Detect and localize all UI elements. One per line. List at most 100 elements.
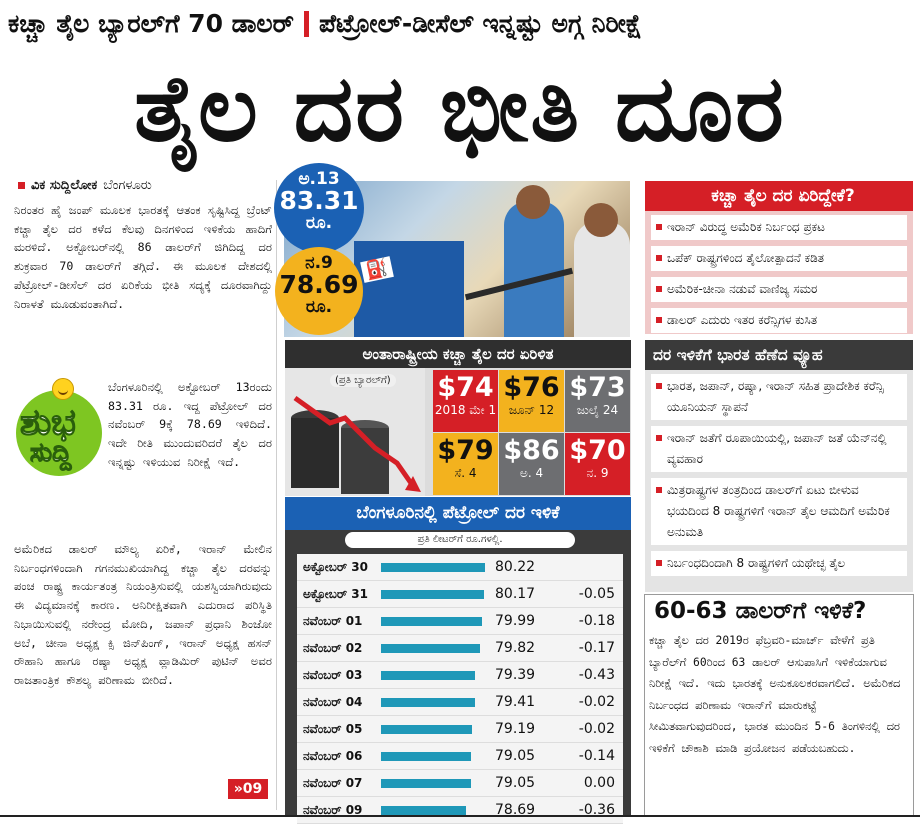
pump-body bbox=[354, 241, 464, 337]
smiley-icon bbox=[52, 378, 74, 400]
crude-tile-may: $74 2018 ಮೇ 1 bbox=[433, 370, 498, 432]
petrol-row-price: 78.69 bbox=[495, 802, 536, 818]
petrol-row-bar bbox=[381, 778, 471, 788]
petrol-row-date: ನವೆಂಬರ್ 06 bbox=[303, 748, 363, 763]
why-rise-item: ಒಪೆಕ್ ರಾಷ್ಟ್ರಗಳಿಂದ ತೈಲೋತ್ಪಾದನೆ ಕಡಿತ bbox=[651, 246, 907, 271]
crude-panel-title: ಅಂತಾರಾಷ್ಟ್ರೀಯ ಕಚ್ಚಾ ತೈಲ ದರ ಏರಿಳಿತ bbox=[285, 340, 631, 368]
petrol-row-change: -0.17 bbox=[578, 640, 615, 656]
petrol-row-change: 0.00 bbox=[583, 775, 615, 791]
oil-barrels-graphic bbox=[285, 368, 425, 496]
crude-tile-oct: $86 ಅ. 4 bbox=[499, 433, 564, 495]
crude-tile-value: $74 bbox=[437, 372, 494, 403]
column-divider bbox=[276, 180, 277, 810]
crude-tile-date: 2018 ಮೇ 1 bbox=[434, 403, 497, 417]
good-news-logo: ಶುಭ ಸುದ್ದಿ bbox=[14, 378, 106, 484]
crude-tile-value: $70 bbox=[569, 435, 626, 466]
petrol-row-change: -0.02 bbox=[578, 694, 615, 710]
why-rise-item: ಇರಾನ್ ವಿರುದ್ಧ ಅಮೆರಿಕ ನಿರ್ಬಂಧ ಪ್ರಕಟ bbox=[651, 215, 907, 240]
petrol-row-date: ನವೆಂಬರ್ 02 bbox=[303, 640, 363, 655]
crude-tile-date: ಜೂನ್ 12 bbox=[508, 403, 555, 417]
price-circle-date: ನ.9 bbox=[305, 253, 333, 273]
strategy-item: ನಿರ್ಬಂಧದಿಂದಾಗಿ 8 ರಾಷ್ಟ್ರಗಳಿಗೆ ಯಥೇಚ್ಛ ತೈಲ bbox=[651, 551, 907, 576]
byline-source: ವಿಕ ಸುದ್ದಿಲೋಕ bbox=[31, 178, 98, 193]
petrol-row-price: 79.19 bbox=[495, 721, 536, 737]
good-news-circle bbox=[16, 390, 102, 476]
petrol-row-date: ನವೆಂಬರ್ 09 bbox=[303, 802, 363, 817]
outlook-title: 60-63 ಡಾಲರ್‌ಗೆ ಇಳಿಕೆ? bbox=[654, 598, 867, 624]
petrol-row-change: -0.02 bbox=[578, 721, 615, 737]
article-para-1: ನಿರಂತರ ಹೈ ಜಂಪ್ ಮೂಲಕ ಭಾರತಕ್ಕೆ ಆತಂಕ ಸೃಷ್ಟಿ… bbox=[14, 203, 272, 311]
petrol-table-row: ನವೆಂಬರ್ 07 79.05 0.00 bbox=[297, 770, 623, 797]
kicker: ಕಚ್ಚಾ ತೈಲ ಬ್ಯಾರಲ್‌ಗೆ 70 ಡಾಲರ್ ಪೆಟ್ರೋಲ್-ಡ… bbox=[8, 4, 912, 44]
article-para-2: ಅಮೆರಿಕದ ಡಾಲರ್ ಮೌಲ್ಯ ಏರಿಕೆ, ಇರಾನ್ ಮೇಲಿನ ನ… bbox=[14, 542, 272, 687]
petrol-row-change: -0.18 bbox=[578, 613, 615, 629]
petrol-table-row: ಅಕ್ಟೋಬರ್ 30 80.22 bbox=[297, 554, 623, 581]
price-circle-date: ಅ.13 bbox=[298, 169, 340, 189]
petrol-table-row: ನವೆಂಬರ್ 05 79.19 -0.02 bbox=[297, 716, 623, 743]
petrol-table-row: ನವೆಂಬರ್ 02 79.82 -0.17 bbox=[297, 635, 623, 662]
customer-figure bbox=[574, 221, 630, 337]
crude-tile-date: ಸೆ. 4 bbox=[454, 466, 477, 480]
crude-panel: $74 2018 ಮೇ 1 $76 ಜೂನ್ 12 $73 ಜುಲೈ 24 $7… bbox=[285, 368, 631, 496]
crude-tile-june: $76 ಜೂನ್ 12 bbox=[499, 370, 564, 432]
petrol-row-bar-track bbox=[381, 778, 485, 788]
petrol-row-bar bbox=[381, 751, 471, 761]
petrol-row-change: -0.14 bbox=[578, 748, 615, 764]
strategy-item: ಭಾರತ, ಜಪಾನ್, ರಷ್ಯಾ, ಇರಾನ್ ಸಹಿತ ಪ್ರಾದೇಶಿಕ… bbox=[651, 374, 907, 420]
petrol-row-bar bbox=[381, 616, 483, 626]
petrol-row-date: ನವೆಂಬರ್ 03 bbox=[303, 667, 363, 682]
byline: ವಿಕ ಸುದ್ದಿಲೋಕ ಬೆಂಗಳೂರು bbox=[18, 178, 152, 193]
headline: ತೈಲ ದರ ಭೀತಿ ದೂರ bbox=[134, 55, 786, 162]
continued-link[interactable]: »09 bbox=[228, 779, 268, 799]
attendant-head bbox=[516, 185, 550, 219]
petrol-row-date: ನವೆಂಬರ್ 05 bbox=[303, 721, 363, 736]
why-rise-item: ಡಾಲರ್ ಎದುರು ಇತರ ಕರೆನ್ಸಿಗಳ ಕುಸಿತ bbox=[651, 308, 907, 333]
why-rise-title: ಕಚ್ಚಾ ತೈಲ ದರ ಏರಿದ್ದೇಕೆ? bbox=[645, 181, 913, 211]
petrol-row-bar bbox=[381, 670, 475, 680]
strategy-list: ಭಾರತ, ಜಪಾನ್, ರಷ್ಯಾ, ಇರಾನ್ ಸಹಿತ ಪ್ರಾದೇಶಿಕ… bbox=[645, 370, 913, 592]
petrol-row-date: ನವೆಂಬರ್ 07 bbox=[303, 775, 363, 790]
petrol-row-bar bbox=[381, 697, 476, 707]
good-news-word-2: ಸುದ್ದಿ bbox=[29, 438, 72, 469]
petrol-row-bar-track bbox=[381, 589, 485, 599]
good-news-word-1: ಶುಭ bbox=[20, 402, 77, 444]
crude-tile-value: $86 bbox=[503, 435, 560, 466]
petrol-row-bar bbox=[381, 724, 473, 734]
price-circle-value: 78.69 bbox=[279, 270, 359, 299]
kicker-left: ಕಚ್ಚಾ ತೈಲ ಬ್ಯಾರಲ್‌ಗೆ 70 ಡಾಲರ್ bbox=[8, 9, 294, 38]
petrol-table-row: ನವೆಂಬರ್ 03 79.39 -0.43 bbox=[297, 662, 623, 689]
petrol-row-price: 79.05 bbox=[495, 748, 536, 764]
price-circle-nov: ನ.9 78.69 ರೂ. bbox=[275, 247, 363, 335]
petrol-row-price: 79.99 bbox=[495, 613, 536, 629]
petrol-row-date: ಅಕ್ಟೋಬರ್ 30 bbox=[303, 559, 369, 574]
petrol-table-subtitle: ಪ್ರತಿ ಲೀಟರ್‌ಗೆ ರೂ.ಗಳಲ್ಲಿ. bbox=[345, 532, 575, 548]
petrol-table-title: ಬೆಂಗಳೂರಿನಲ್ಲಿ ಪೆಟ್ರೋಲ್ ದರ ಇಳಿಕೆ bbox=[285, 497, 631, 530]
crude-unit-note: (ಪ್ರತಿ ಬ್ಯಾರಲ್‌ಗೆ) bbox=[330, 374, 396, 387]
crude-tile-july: $73 ಜುಲೈ 24 bbox=[565, 370, 630, 432]
why-rise-list: ಇರಾನ್ ವಿರುದ್ಧ ಅಮೆರಿಕ ನಿರ್ಬಂಧ ಪ್ರಕಟ ಒಪೆಕ್… bbox=[645, 211, 913, 334]
strategy-item: ಮಿತ್ರರಾಷ್ಟ್ರಗಳ ತಂತ್ರದಿಂದ ಡಾಲರ್‌ಗೆ ಏಟು ಬೀ… bbox=[651, 478, 907, 545]
petrol-row-bar bbox=[381, 805, 467, 815]
petrol-row-bar-track bbox=[381, 724, 485, 734]
petrol-row-change: -0.36 bbox=[578, 802, 615, 818]
attendant-figure bbox=[504, 201, 564, 337]
petrol-row-date: ಅಕ್ಟೋಬರ್ 31 bbox=[303, 586, 369, 601]
petrol-row-price: 79.39 bbox=[495, 667, 536, 683]
petrol-row-date: ನವೆಂಬರ್ 04 bbox=[303, 694, 363, 709]
crude-tile-value: $76 bbox=[503, 372, 560, 403]
petrol-table-row: ಅಕ್ಟೋಬರ್ 31 80.17 -0.05 bbox=[297, 581, 623, 608]
petrol-row-date: ನವೆಂಬರ್ 01 bbox=[303, 613, 363, 628]
crude-tile-date: ಅ. 4 bbox=[519, 466, 544, 480]
petrol-row-change: -0.05 bbox=[578, 586, 615, 602]
crude-tile-date: ನ. 9 bbox=[586, 466, 609, 480]
petrol-table-panel: ಪ್ರತಿ ಲೀಟರ್‌ಗೆ ರೂ.ಗಳಲ್ಲಿ. ಅಕ್ಟೋಬರ್ 30 80.… bbox=[285, 530, 631, 824]
price-circle-value: 83.31 bbox=[279, 186, 359, 215]
petrol-row-price: 79.05 bbox=[495, 775, 536, 791]
petrol-row-bar bbox=[381, 643, 481, 653]
petrol-row-bar-track bbox=[381, 670, 485, 680]
crude-tile-value: $73 bbox=[569, 372, 626, 403]
petrol-row-price: 80.17 bbox=[495, 586, 536, 602]
petrol-row-bar bbox=[381, 589, 485, 599]
price-circle-oct: ಅ.13 83.31 ರೂ. bbox=[274, 163, 364, 253]
kicker-right: ಪೆಟ್ರೋಲ್-ಡೀಸೆಲ್ ಇನ್ನಷ್ಟು ಅಗ್ಗ ನಿರೀಕ್ಷೆ bbox=[318, 9, 643, 38]
